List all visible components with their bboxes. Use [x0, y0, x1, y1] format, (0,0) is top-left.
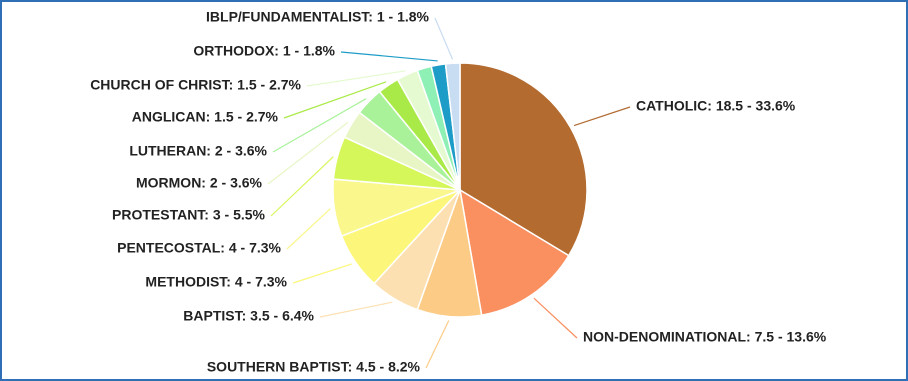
leader-line — [270, 156, 334, 217]
leader-line — [292, 263, 353, 284]
leader-line — [425, 320, 450, 369]
slice-label: PENTECOSTAL: 4 - 7.3% — [117, 240, 281, 256]
slice-label: IBLP/FUNDAMENTALIST: 1 - 1.8% — [206, 9, 430, 25]
slice-label: ORTHODOX: 1 - 1.8% — [193, 43, 335, 59]
slice-label: PROTESTANT: 3 - 5.5% — [112, 207, 266, 223]
slice-label: SOUTHERN BAPTIST: 4.5 - 8.2% — [207, 359, 421, 375]
pie-slice — [444, 62, 461, 191]
slice-label: NON-DENOMINATIONAL: 7.5 - 13.6% — [583, 329, 827, 345]
slice-label: CATHOLIC: 18.5 - 33.6% — [636, 98, 796, 114]
leader-line — [272, 98, 367, 153]
slice-label: METHODIST: 4 - 7.3% — [145, 274, 287, 290]
leader-line — [267, 121, 349, 185]
slice-label: ANGLICAN: 1.5 - 2.7% — [132, 109, 279, 125]
leader-line — [573, 106, 631, 127]
leader-line — [283, 81, 387, 119]
pie-slice — [458, 188, 570, 317]
slice-label: MORMON: 2 - 3.6% — [136, 175, 263, 191]
leader-line — [340, 51, 438, 62]
leader-line — [286, 208, 331, 250]
leader-line — [533, 297, 578, 339]
slice-label: BAPTIST: 3.5 - 6.4% — [183, 308, 314, 324]
slice-label: LUTHERAN: 2 - 3.6% — [129, 143, 267, 159]
leader-line — [319, 301, 393, 318]
leader-line — [306, 70, 406, 87]
slice-label: CHURCH OF CHRIST: 1.5 - 2.7% — [90, 77, 301, 93]
leader-line — [434, 17, 454, 60]
pie-slice — [459, 62, 588, 257]
